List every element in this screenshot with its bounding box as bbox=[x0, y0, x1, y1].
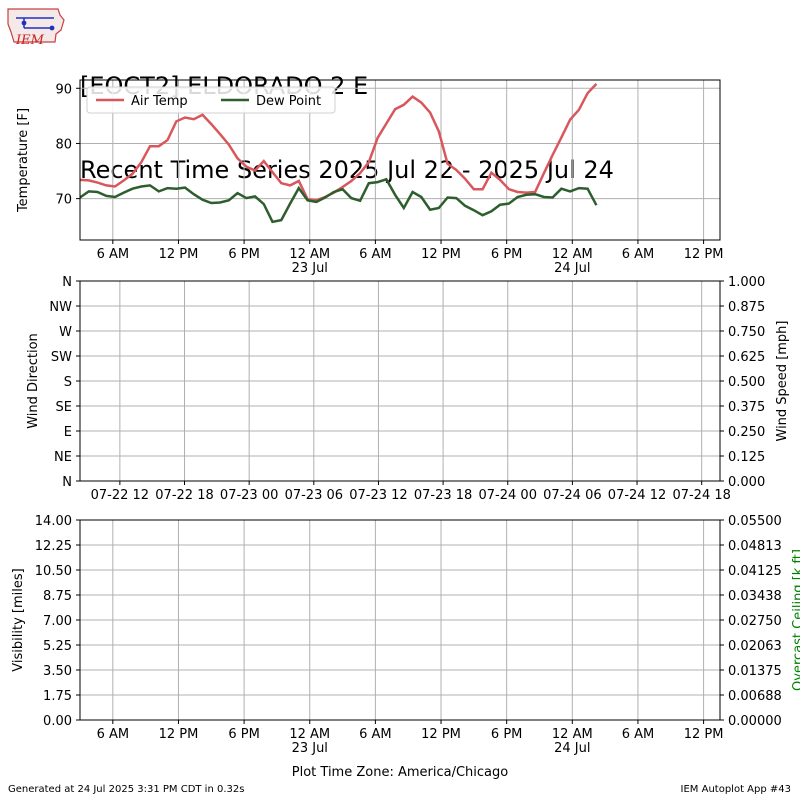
y-tick-label-left: SW bbox=[51, 350, 72, 365]
x-axis-label: Plot Time Zone: America/Chicago bbox=[292, 765, 508, 780]
plot-frame bbox=[79, 280, 721, 482]
y-tick-label-right: 0.750 bbox=[728, 325, 765, 340]
x-tick-label: 07-23 12 bbox=[349, 488, 407, 503]
y-tick-label-left: N bbox=[62, 275, 72, 290]
x-tick-label: 12 AM bbox=[552, 247, 593, 262]
y-tick-label-left: 1.75 bbox=[43, 689, 72, 704]
x-tick-label: 6 PM bbox=[491, 247, 522, 262]
app-credit: IEM Autoplot App #43 bbox=[680, 784, 791, 795]
y-tick-label-right: 0.00688 bbox=[728, 689, 782, 704]
y-tick-label-left: N bbox=[62, 475, 72, 490]
x-tick-label: 6 AM bbox=[97, 727, 130, 742]
x-tick-label: 07-24 18 bbox=[672, 488, 730, 503]
generated-note: Generated at 24 Jul 2025 3:31 PM CDT in … bbox=[8, 784, 245, 795]
y-axis-label-right: Wind Speed [mph] bbox=[775, 321, 790, 442]
dew-point-line bbox=[80, 177, 598, 224]
plot-frame bbox=[79, 519, 721, 721]
x-tick-sublabel: 23 Jul bbox=[292, 741, 328, 756]
y-tick-label-right: 0.02750 bbox=[728, 614, 782, 629]
y-tick-label-right: 0.000 bbox=[728, 475, 765, 490]
x-tick-label: 6 AM bbox=[359, 727, 392, 742]
y-tick-label-left: 12.25 bbox=[35, 539, 72, 554]
x-tick-label: 12 AM bbox=[289, 727, 330, 742]
y-tick-label-right: 0.375 bbox=[728, 400, 765, 415]
y-axis-label: Temperature [F] bbox=[16, 108, 31, 213]
y-tick-label-left: NE bbox=[54, 450, 72, 465]
x-tick-sublabel: 23 Jul bbox=[292, 261, 328, 276]
x-tick-label: 12 PM bbox=[684, 247, 724, 262]
x-tick-label: 07-23 18 bbox=[414, 488, 472, 503]
x-tick-label: 07-24 06 bbox=[543, 488, 601, 503]
legend-label: Air Temp bbox=[131, 94, 188, 109]
y-tick-label-right: 0.875 bbox=[728, 300, 765, 315]
iem-iowa-logo-icon: IEM bbox=[7, 8, 65, 48]
x-tick-label: 12 PM bbox=[159, 247, 199, 262]
y-tick-label-left: E bbox=[64, 425, 72, 440]
y-tick-label-left: 14.00 bbox=[35, 514, 72, 529]
y-tick-label-right: 0.125 bbox=[728, 450, 765, 465]
y-tick-label-left: 5.25 bbox=[43, 639, 72, 654]
x-tick-label: 12 AM bbox=[552, 727, 593, 742]
x-tick-label: 07-22 12 bbox=[91, 488, 149, 503]
y-tick-label-left: S bbox=[64, 375, 72, 390]
x-tick-label: 6 PM bbox=[228, 247, 259, 262]
x-tick-label: 12 PM bbox=[421, 727, 461, 742]
y-tick-label-left: 7.00 bbox=[43, 614, 72, 629]
x-tick-label: 07-23 06 bbox=[285, 488, 343, 503]
y-tick-label-right: 0.03438 bbox=[728, 589, 782, 604]
plot-frame bbox=[79, 79, 721, 241]
y-tick-label-left: 8.75 bbox=[43, 589, 72, 604]
x-tick-label: 12 PM bbox=[684, 727, 724, 742]
x-tick-sublabel: 24 Jul bbox=[554, 261, 590, 276]
logo-text: IEM bbox=[15, 33, 45, 48]
y-tick-label: 70 bbox=[55, 193, 72, 208]
visibility-panel: 0.00 0.00000 1.75 0.00688 3.50 0.01375 5.25 0.0… bbox=[11, 514, 800, 780]
y-tick-label-left: NW bbox=[49, 300, 72, 315]
y-tick-label-left: W bbox=[59, 325, 72, 340]
x-tick-label: 07-23 00 bbox=[220, 488, 278, 503]
x-tick-label: 12 AM bbox=[289, 247, 330, 262]
iem-logo: IEM bbox=[6, 6, 66, 54]
y-tick-label-right: 0.04125 bbox=[728, 564, 782, 579]
y-tick-label-left: 0.00 bbox=[43, 714, 72, 729]
x-tick-label: 6 PM bbox=[228, 727, 259, 742]
y-tick-label-right: 0.00000 bbox=[728, 714, 782, 729]
x-tick-label: 6 AM bbox=[97, 247, 130, 262]
y-tick-label-right: 1.000 bbox=[728, 275, 765, 290]
y-tick-label-right: 0.500 bbox=[728, 375, 765, 390]
x-tick-label: 6 PM bbox=[491, 727, 522, 742]
x-tick-sublabel: 24 Jul bbox=[554, 741, 590, 756]
x-tick-label: 6 AM bbox=[359, 247, 392, 262]
y-tick-label-left: 3.50 bbox=[43, 664, 72, 679]
title-line-2: Recent Time Series 2025 Jul 22 - 2025 Ju… bbox=[80, 156, 614, 184]
x-tick-label: 12 PM bbox=[421, 247, 461, 262]
y-tick-label-left: 10.50 bbox=[35, 564, 72, 579]
x-tick-label: 12 PM bbox=[159, 727, 199, 742]
x-tick-label: 6 AM bbox=[622, 247, 655, 262]
x-tick-label: 6 AM bbox=[622, 727, 655, 742]
y-tick-label-right: 0.04813 bbox=[728, 539, 782, 554]
y-tick-label: 80 bbox=[55, 137, 72, 152]
y-axis-label-left: Visibility [miles] bbox=[11, 568, 26, 671]
y-axis-label-left: Wind Direction bbox=[26, 333, 41, 429]
wind-panel: N 0.000 NE 0.125 E 0.250 SE 0.375 S 0.500 SW 0.625 W… bbox=[26, 275, 790, 503]
legend: Air Temp Dew Point bbox=[86, 86, 336, 114]
y-tick-label: 90 bbox=[55, 82, 72, 97]
y-axis-label-right: Overcast Ceiling [k ft] bbox=[791, 549, 800, 691]
x-tick-label: 07-22 18 bbox=[155, 488, 213, 503]
y-tick-label-right: 0.05500 bbox=[728, 514, 782, 529]
y-tick-label-left: SE bbox=[56, 400, 72, 415]
y-tick-label-right: 0.625 bbox=[728, 350, 765, 365]
y-tick-label-right: 0.02063 bbox=[728, 639, 782, 654]
x-tick-label: 07-24 12 bbox=[608, 488, 666, 503]
x-tick-label: 07-24 00 bbox=[479, 488, 537, 503]
legend-label: Dew Point bbox=[256, 94, 321, 109]
y-tick-label-right: 0.250 bbox=[728, 425, 765, 440]
y-tick-label-right: 0.01375 bbox=[728, 664, 782, 679]
legend-box bbox=[86, 86, 336, 114]
